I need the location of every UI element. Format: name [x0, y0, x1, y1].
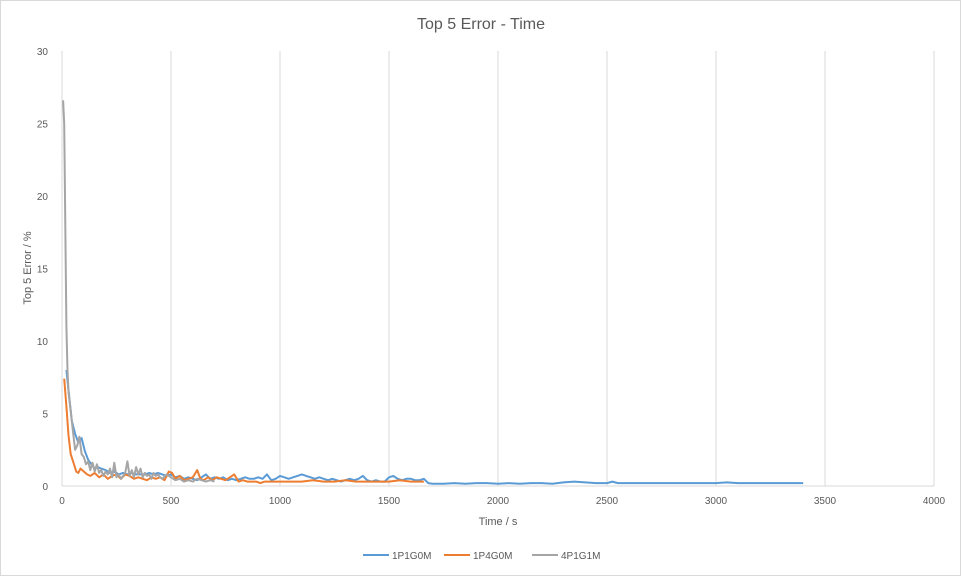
y-tick-label: 10: [37, 337, 49, 348]
y-axis-label: Top 5 Error / %: [22, 231, 34, 305]
legend: 1P1G0M 1P4G0M 4P1G1M: [363, 551, 600, 562]
x-axis-label: Time / s: [479, 516, 518, 528]
gridlines: [170, 51, 935, 486]
y-tick-label: 0: [42, 482, 48, 493]
x-tick-label: 3000: [705, 496, 728, 507]
legend-label: 1P1G0M: [392, 551, 431, 562]
legend-label: 1P4G0M: [473, 551, 512, 562]
x-tick-label: 2000: [487, 496, 510, 507]
series-lines: [62, 100, 804, 485]
x-tick-label: 1500: [378, 496, 401, 507]
series-line-4p1g1m: [62, 100, 215, 483]
series-line-1p1g0m: [65, 369, 804, 485]
series-line-1p4g0m: [63, 378, 424, 485]
chart-title: Top 5 Error - Time: [417, 16, 545, 33]
axes: 0 500 1000 1500 2000 2500 3000 3500 4000 0 5 10 15 20…: [37, 47, 946, 507]
x-tick-label: 2500: [596, 496, 619, 507]
x-tick-label: 4000: [923, 496, 946, 507]
x-tick-label: 3500: [814, 496, 837, 507]
x-tick-label: 500: [163, 496, 180, 507]
y-tick-label: 20: [37, 192, 49, 203]
y-tick-label: 30: [37, 47, 49, 58]
x-tick-label: 0: [59, 496, 65, 507]
y-tick-label: 5: [42, 410, 48, 421]
legend-label: 4P1G1M: [561, 551, 600, 562]
y-tick-label: 15: [37, 265, 49, 276]
y-tick-label: 25: [37, 120, 49, 131]
x-tick-label: 1000: [269, 496, 292, 507]
